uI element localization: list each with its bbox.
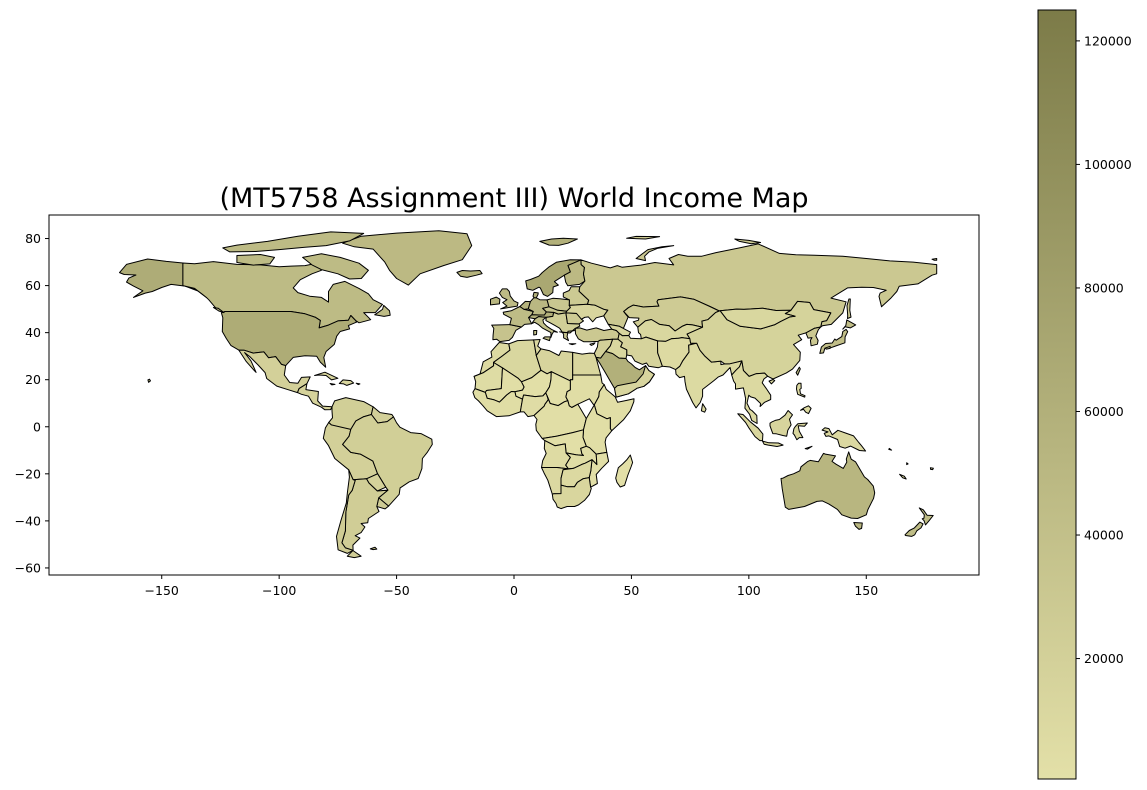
country-region: Fiji bbox=[929, 467, 934, 471]
country-region: Crete bbox=[568, 343, 577, 346]
country-region: Mozambique bbox=[588, 451, 610, 488]
y-tick-label: 40 bbox=[25, 325, 41, 340]
country-region: Ireland bbox=[490, 296, 501, 306]
country-region: Cuba bbox=[314, 371, 339, 381]
colorbar-tick-label: 40000 bbox=[1084, 528, 1124, 543]
country-region: Java bbox=[762, 440, 784, 447]
country-region: Australia bbox=[780, 451, 876, 519]
country-region: Luzon bbox=[796, 382, 806, 398]
country-region: Mainland Southeast Asia bbox=[731, 360, 772, 424]
country-region: Sicily bbox=[542, 336, 551, 342]
country-region: Greenland bbox=[342, 230, 473, 286]
country-region: Sudan bbox=[565, 374, 605, 408]
x-tick-label: −50 bbox=[383, 583, 409, 598]
country-region: New Zealand South Island bbox=[904, 521, 924, 537]
y-axis: −60 −40 −20 0 20 40 60 80 bbox=[15, 231, 49, 575]
country-region: Hispaniola bbox=[338, 379, 355, 386]
country-region: Severnaya Zemlya bbox=[734, 238, 762, 245]
country-region: Borneo bbox=[769, 410, 793, 437]
x-tick-label: 0 bbox=[510, 583, 518, 598]
y-tick-label: 0 bbox=[33, 419, 41, 434]
country-region: Victoria Island bbox=[236, 254, 275, 266]
country-polygons: AlaskaCanadaUnited StatesGreenlandBaffin… bbox=[119, 230, 938, 559]
country-region: Brazil bbox=[342, 414, 433, 507]
country-region: Hokkaido bbox=[842, 319, 857, 330]
colorbar: 20000 40000 60000 80000 100000 120000 bbox=[1037, 9, 1132, 780]
country-region: Baffin Island bbox=[302, 253, 369, 280]
country-region: Sulawesi bbox=[792, 422, 808, 441]
country-region: Solomon Islands bbox=[888, 447, 893, 451]
country-region: Alaska bbox=[119, 258, 207, 298]
x-tick-label: 100 bbox=[737, 583, 761, 598]
country-region: Mindanao bbox=[800, 405, 812, 415]
country-region: Scandinavia bbox=[525, 259, 582, 297]
country-region: Puerto Rico bbox=[355, 382, 361, 386]
country-region: France bbox=[502, 306, 534, 328]
y-tick-label: −20 bbox=[15, 466, 41, 481]
country-region: Vancouver Island bbox=[212, 307, 225, 314]
country-region: Cyprus bbox=[589, 342, 596, 346]
colorbar-tick-label: 100000 bbox=[1084, 157, 1132, 172]
x-axis: −150 −100 −50 0 50 100 150 bbox=[145, 575, 878, 598]
country-region: Hainan bbox=[768, 379, 776, 385]
country-region: Chile bbox=[336, 469, 356, 554]
country-region: Great Britain bbox=[498, 288, 519, 310]
country-region: Madagascar bbox=[615, 454, 634, 488]
y-tick-label: 60 bbox=[25, 278, 41, 293]
colorbar-ticks: 20000 40000 60000 80000 100000 120000 bbox=[1076, 33, 1132, 666]
country-region: New Guinea bbox=[821, 427, 867, 452]
country-region: Newfoundland bbox=[374, 304, 391, 317]
x-tick-label: 150 bbox=[854, 583, 878, 598]
map-axes: AlaskaCanadaUnited StatesGreenlandBaffin… bbox=[15, 214, 980, 598]
x-tick-label: −100 bbox=[262, 583, 296, 598]
country-region: Iceland bbox=[456, 270, 483, 278]
country-region: Canadian Arctic Archipelago bbox=[222, 231, 365, 253]
colorbar-gradient bbox=[1037, 9, 1077, 780]
country-region: Sri Lanka bbox=[700, 403, 707, 413]
country-region: Taiwan bbox=[795, 366, 801, 376]
country-region: Yemen & Oman bbox=[614, 365, 655, 398]
country-region: Novaya Zemlya bbox=[635, 245, 675, 262]
country-region: Kyushu link bbox=[824, 345, 831, 350]
country-region: West Africa coast bbox=[472, 388, 523, 418]
colorbar-tick-label: 120000 bbox=[1084, 33, 1132, 48]
country-region: Jamaica bbox=[329, 383, 336, 386]
country-region: Wrangel bbox=[931, 258, 938, 261]
country-region: Denmark bbox=[532, 291, 539, 299]
country-region: Svalbard bbox=[539, 237, 578, 246]
colorbar-tick-label: 80000 bbox=[1084, 280, 1124, 295]
country-region: Greece bbox=[561, 327, 577, 342]
chart-title: (MT5758 Assignment III) World Income Map bbox=[219, 183, 808, 214]
colorbar-tick-label: 20000 bbox=[1084, 651, 1124, 666]
colorbar-tick-label: 60000 bbox=[1084, 404, 1124, 419]
country-region: South Africa bbox=[551, 477, 592, 510]
y-tick-label: −60 bbox=[15, 560, 41, 575]
country-region: Sakhalin bbox=[846, 298, 852, 319]
y-tick-label: 80 bbox=[25, 231, 41, 246]
country-region: New Caledonia bbox=[899, 473, 907, 480]
y-tick-label: −40 bbox=[15, 513, 41, 528]
country-region: Vanuatu bbox=[906, 462, 909, 466]
country-region: Tasmania bbox=[853, 522, 863, 530]
country-region: Timor bbox=[804, 445, 813, 450]
country-region: Hawaii bbox=[147, 378, 151, 383]
x-tick-label: 50 bbox=[623, 583, 639, 598]
country-region: Central Africa bbox=[533, 395, 587, 439]
country-region: Franz Josef Land bbox=[626, 235, 661, 240]
country-region: Korea bbox=[805, 326, 822, 347]
country-region: Sardinia & Corsica bbox=[533, 330, 538, 336]
country-region: Tierra del Fuego bbox=[346, 550, 362, 559]
y-tick-label: 20 bbox=[25, 372, 41, 387]
country-region: Mongolia bbox=[719, 307, 796, 330]
country-region: Tunisia bbox=[533, 339, 542, 356]
country-region: New Zealand North Island bbox=[918, 507, 934, 526]
country-region: Falklands bbox=[369, 546, 378, 551]
country-region: Italy bbox=[531, 316, 558, 338]
x-tick-label: −150 bbox=[145, 583, 179, 598]
